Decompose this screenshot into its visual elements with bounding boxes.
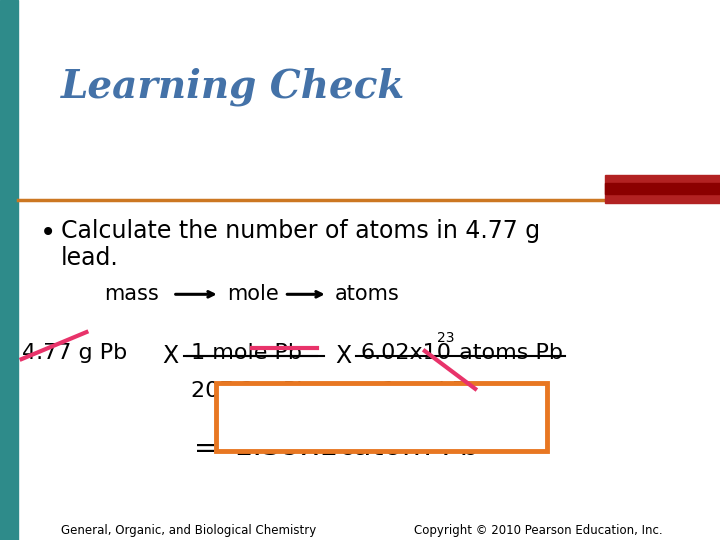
FancyBboxPatch shape	[216, 383, 547, 451]
Text: 22: 22	[328, 420, 352, 438]
Text: lead.: lead.	[61, 246, 119, 269]
Text: Learning Check: Learning Check	[61, 68, 405, 106]
Text: Copyright © 2010 Pearson Education, Inc.: Copyright © 2010 Pearson Education, Inc.	[414, 524, 662, 537]
Bar	[605, 176, 720, 202]
Bar	[605, 183, 720, 194]
Text: mole: mole	[227, 284, 279, 303]
Text: atom Pb: atom Pb	[343, 432, 480, 461]
Text: General, Organic, and Biological Chemistry: General, Organic, and Biological Chemist…	[61, 524, 317, 537]
Text: atoms Pb: atoms Pb	[452, 343, 563, 363]
Text: 23: 23	[437, 331, 454, 345]
Text: X: X	[335, 345, 351, 368]
Bar	[0, 0, 18, 540]
Text: =: =	[194, 435, 217, 463]
Text: •: •	[40, 219, 56, 247]
Text: X: X	[162, 345, 178, 368]
Text: 1 mole Pb: 1 mole Pb	[191, 343, 302, 363]
Text: Calculate the number of atoms in 4.77 g: Calculate the number of atoms in 4.77 g	[61, 219, 540, 242]
Text: 207.2 g Pb: 207.2 g Pb	[191, 381, 310, 401]
Text: 1 mol Pb: 1 mol Pb	[382, 381, 479, 401]
Text: 6.02x10: 6.02x10	[360, 343, 451, 363]
Text: 1.39x10: 1.39x10	[234, 432, 359, 461]
Text: atoms: atoms	[335, 284, 400, 303]
Text: 4.77 g Pb: 4.77 g Pb	[22, 343, 127, 363]
Text: mass: mass	[104, 284, 159, 303]
